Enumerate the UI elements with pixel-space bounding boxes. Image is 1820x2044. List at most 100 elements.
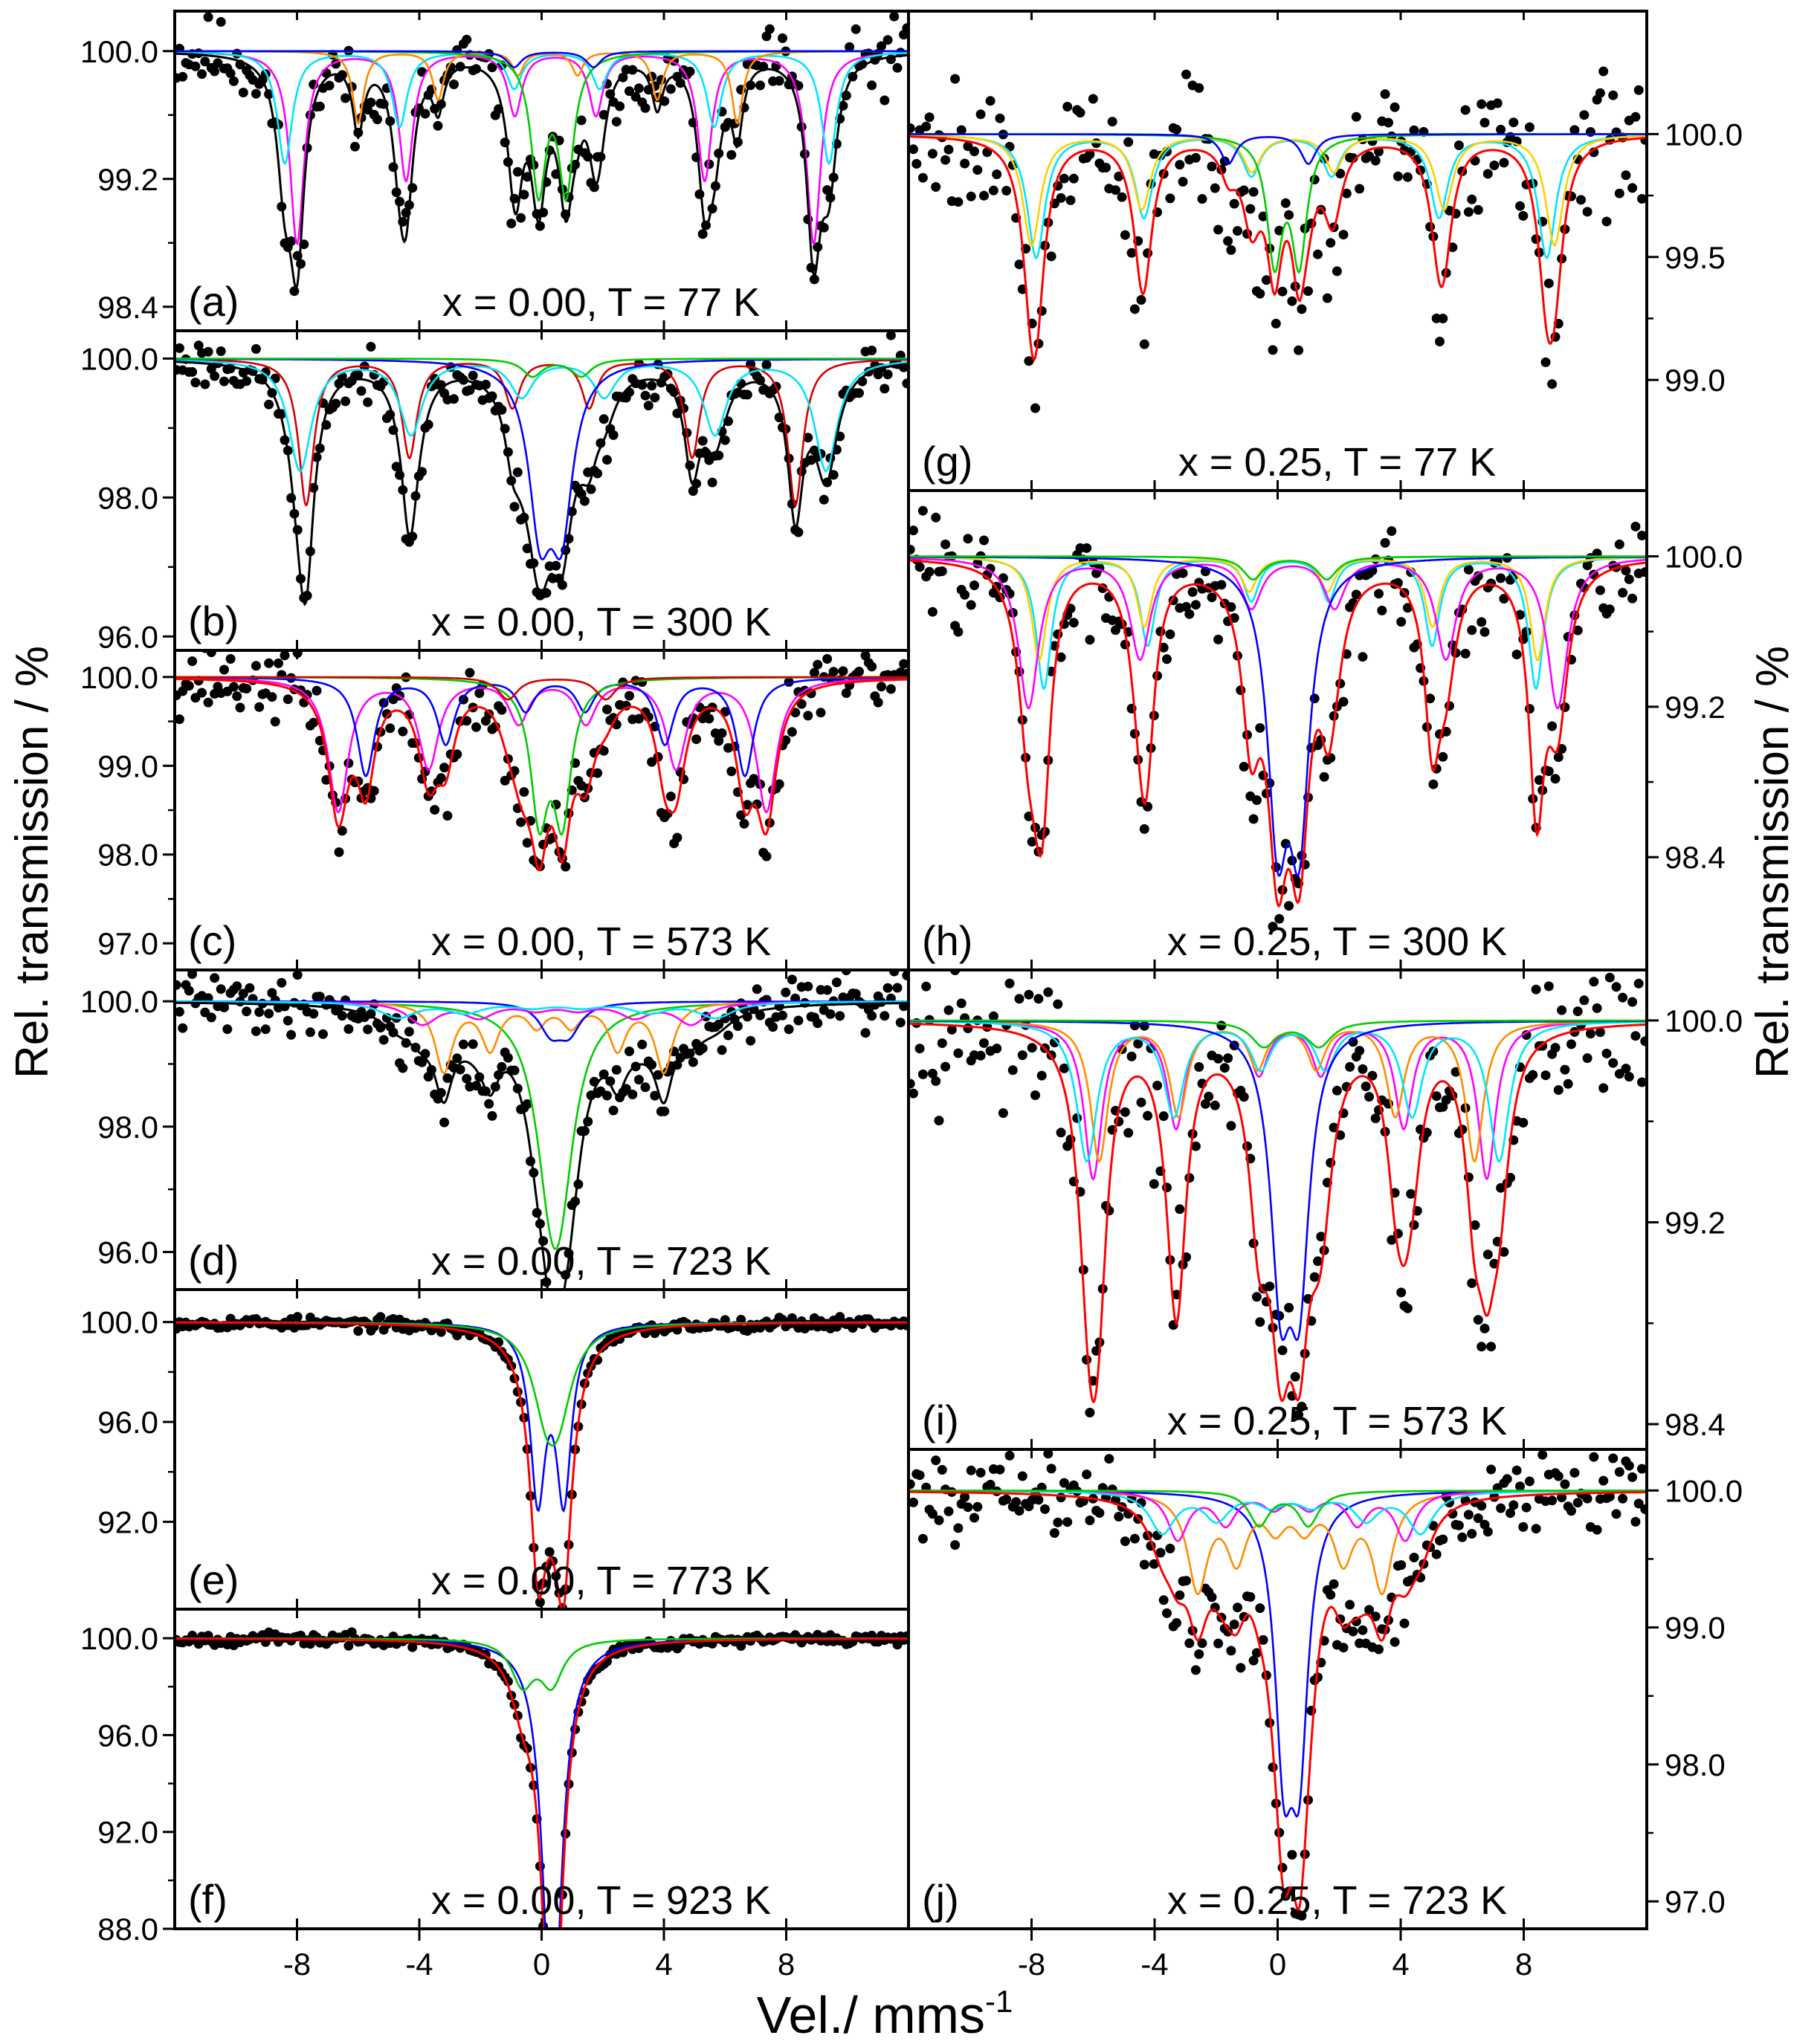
data-point <box>1017 1050 1027 1061</box>
data-point <box>251 1026 261 1036</box>
data-point <box>228 682 239 692</box>
data-point <box>1598 66 1609 77</box>
data-point <box>1216 1021 1227 1031</box>
y-tick-label: 97.0 <box>1665 1884 1726 1919</box>
data-point <box>190 378 201 388</box>
data-point <box>1194 1062 1204 1072</box>
data-point <box>1200 1099 1210 1109</box>
data-point <box>1133 1038 1143 1049</box>
data-point <box>885 684 896 694</box>
data-point <box>1341 188 1352 198</box>
data-point <box>468 370 478 381</box>
data-point <box>934 1515 944 1525</box>
data-point <box>1049 1528 1059 1538</box>
data-point <box>1248 814 1259 824</box>
data-point <box>1582 1053 1592 1064</box>
data-point <box>1630 1516 1641 1527</box>
data-point <box>1027 1043 1037 1053</box>
data-point <box>1033 1495 1044 1505</box>
data-point <box>1030 403 1040 413</box>
data-point <box>544 1547 555 1557</box>
data-point <box>264 399 274 410</box>
data-point <box>1036 1070 1047 1081</box>
data-point <box>1158 1595 1169 1605</box>
data-point <box>484 1099 494 1109</box>
panel-tag: (c) <box>188 917 236 964</box>
data-point <box>1396 1560 1407 1571</box>
data-point <box>341 93 351 103</box>
data-point <box>1152 1081 1163 1090</box>
data-point <box>1482 1249 1493 1260</box>
fit-curves <box>909 1019 1647 1403</box>
data-point <box>219 1002 229 1012</box>
y-tick-label: 98.0 <box>97 1110 158 1145</box>
data-point <box>625 86 634 97</box>
data-point <box>1553 1471 1564 1481</box>
envelope-curve <box>909 135 1647 362</box>
data-point <box>1592 1003 1602 1013</box>
data-point <box>778 33 787 43</box>
data-point <box>1126 1051 1137 1061</box>
data-point <box>1438 751 1448 762</box>
data-point <box>407 183 418 193</box>
data-point <box>500 775 510 786</box>
data-point <box>1621 170 1631 181</box>
data-point <box>979 535 989 546</box>
data-point <box>1553 752 1564 763</box>
data-point <box>909 144 918 155</box>
data-point <box>576 115 587 126</box>
data-point <box>1384 117 1393 128</box>
data-point <box>1374 589 1384 599</box>
data-point <box>1425 221 1436 232</box>
data-point <box>187 970 198 979</box>
data-point <box>867 662 877 672</box>
data-point <box>1604 1492 1615 1501</box>
data-point <box>1239 185 1249 195</box>
data-point <box>1313 1256 1323 1267</box>
data-point <box>1633 85 1644 95</box>
data-point <box>950 74 961 84</box>
data-point <box>1473 571 1483 581</box>
data-point <box>1358 652 1368 662</box>
data-point <box>1181 601 1191 612</box>
data-point <box>1438 314 1448 323</box>
data-point <box>178 71 188 82</box>
data-point <box>761 31 772 42</box>
data-point <box>1637 194 1647 204</box>
fit-curves <box>175 50 909 291</box>
data-point <box>880 384 890 394</box>
subspectrum-0-curve <box>175 51 909 246</box>
data-point <box>902 23 909 33</box>
data-point <box>375 1312 386 1322</box>
y-tick-label: 98.0 <box>97 838 158 873</box>
data-point <box>509 502 520 512</box>
data-point <box>551 560 561 571</box>
data-point <box>1630 111 1641 122</box>
data-point <box>391 462 401 472</box>
data-point <box>732 1021 743 1031</box>
data-point <box>909 545 915 554</box>
data-point <box>972 165 983 175</box>
envelope-curve <box>175 677 909 872</box>
data-point <box>331 398 341 409</box>
data-point <box>902 378 909 389</box>
data-point <box>213 58 223 68</box>
data-point <box>1460 648 1471 659</box>
data-point <box>1053 999 1063 1009</box>
data-point <box>665 792 676 801</box>
data-point <box>1294 1409 1304 1420</box>
data-point <box>1518 1118 1529 1128</box>
data-point <box>1319 772 1329 782</box>
data-point <box>452 1053 462 1064</box>
data-point <box>1007 1065 1018 1076</box>
data-point <box>579 496 590 506</box>
data-point <box>193 340 204 351</box>
x-axis-title-main: Vel./ mms <box>757 1986 985 2044</box>
data-point <box>1152 1530 1163 1541</box>
data-point <box>1482 1527 1493 1537</box>
data-point <box>790 708 801 718</box>
data-point <box>1216 580 1227 590</box>
data-point <box>1582 560 1592 571</box>
data-point <box>497 705 507 715</box>
data-point <box>1477 1501 1487 1511</box>
